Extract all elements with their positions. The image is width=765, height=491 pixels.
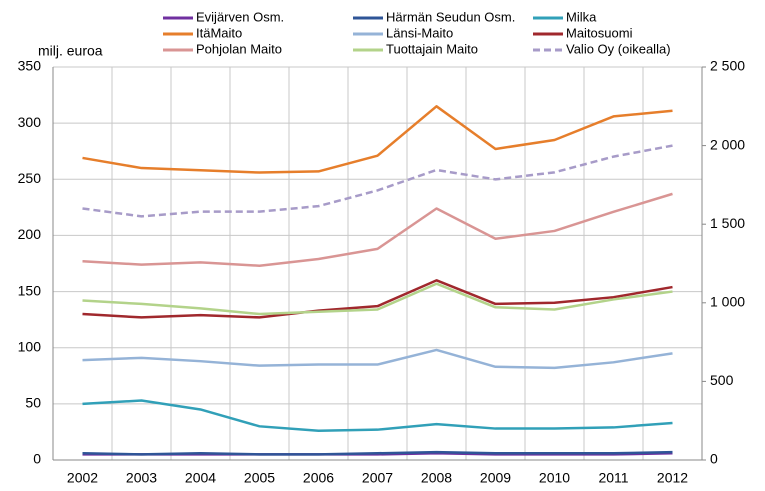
x-tick-label: 2008: [421, 470, 452, 486]
y2-tick-label: 0: [710, 451, 718, 467]
x-tick-label: 2005: [244, 470, 275, 486]
x-tick-label: 2006: [303, 470, 334, 486]
y-tick-label: 300: [18, 114, 42, 130]
y2-tick-label: 1 500: [710, 215, 745, 231]
y-tick-label: 50: [25, 395, 41, 411]
series-line: [82, 348, 673, 370]
series-line: [82, 450, 673, 456]
y-tick-label: 150: [18, 282, 42, 298]
y2-tick-label: 500: [710, 372, 734, 388]
y2-tick-label: 1 000: [710, 294, 745, 310]
legend-label: Evijärven Osm.: [196, 9, 284, 24]
y2-tick-label: 2 500: [710, 58, 745, 74]
y2-tick-label: 2 000: [710, 136, 745, 152]
series-line: [82, 279, 673, 319]
y-tick-label: 200: [18, 226, 42, 242]
series-line: [82, 192, 673, 267]
x-tick-label: 2003: [126, 470, 157, 486]
x-tick-label: 2011: [598, 470, 628, 486]
x-tick-label: 2004: [185, 470, 216, 486]
series-line: [82, 105, 673, 174]
legend-label: Maitosuomi: [566, 25, 633, 40]
y-tick-label: 0: [33, 451, 41, 467]
legend-label: Länsi-Maito: [386, 25, 453, 40]
x-tick-label: 2002: [67, 470, 98, 486]
y-axis-label: milj. euroa: [38, 43, 103, 59]
legend-label: Tuottajain Maito: [386, 41, 478, 56]
legend-label: Härmän Seudun Osm.: [386, 9, 515, 24]
x-tick-label: 2009: [480, 470, 511, 486]
y-tick-label: 250: [18, 170, 42, 186]
legend-label: Pohjolan Maito: [196, 41, 282, 56]
legend-label: Valio Oy (oikealla): [566, 41, 671, 56]
series-line: [82, 282, 673, 316]
x-tick-label: 2010: [539, 470, 570, 486]
y-tick-label: 350: [18, 58, 42, 74]
legend-label: ItäMaito: [196, 25, 242, 40]
series-line: [82, 144, 673, 218]
legend-label: Milka: [566, 9, 597, 24]
series-line: [82, 399, 673, 433]
x-tick-label: 2007: [362, 470, 393, 486]
y-tick-label: 100: [18, 338, 42, 354]
x-tick-label: 2012: [657, 470, 688, 486]
